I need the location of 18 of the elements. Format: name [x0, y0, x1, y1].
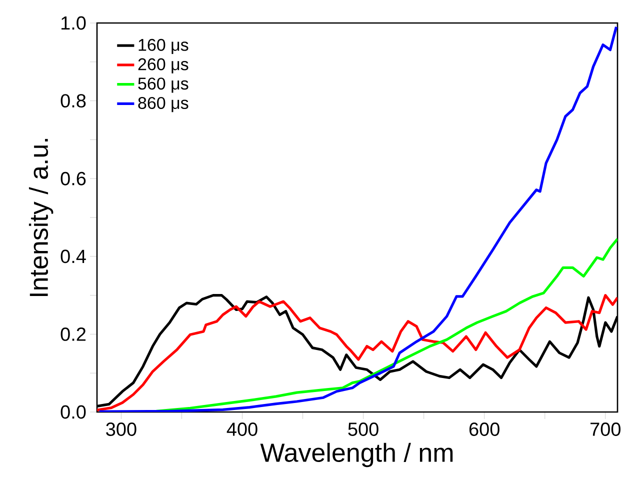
legend-label: 260 μs: [138, 58, 188, 74]
y-axis-title: Intensity / a.u.: [28, 138, 54, 296]
y-tick-label: 0.0: [60, 405, 86, 419]
line-series: [155, 238, 618, 412]
y-tick-label: 0.4: [60, 250, 86, 264]
x-tick-label: 300: [106, 422, 136, 436]
x-tick-label: 700: [590, 422, 620, 436]
x-tick-label: 600: [469, 422, 500, 436]
legend-label: 160 μs: [138, 38, 188, 54]
legend-label: 560 μs: [138, 78, 188, 93]
x-tick-label: 400: [226, 422, 258, 436]
y-tick-label: 0.2: [60, 327, 86, 341]
y-tick-label: 1.0: [62, 16, 86, 30]
y-tick-label: 0.6: [60, 172, 86, 186]
y-tick-label: 0.8: [60, 94, 86, 108]
legend-label: 860 μs: [138, 96, 188, 112]
x-tick-label: 500: [348, 422, 378, 436]
x-axis-title: Wavelength / nm: [260, 442, 453, 468]
